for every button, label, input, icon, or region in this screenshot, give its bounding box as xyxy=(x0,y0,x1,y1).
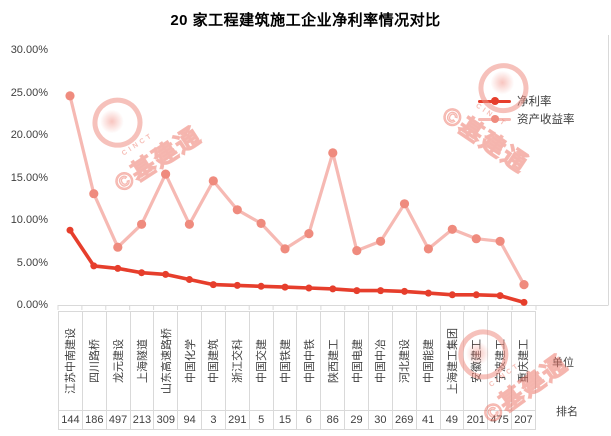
company-name-cell: 中国电建 xyxy=(345,312,369,410)
y-axis-tick: 5.00% xyxy=(16,256,48,269)
company-name-cell: 中国交建 xyxy=(250,312,274,410)
rank-row-label: 排名 xyxy=(556,406,578,418)
chart-title: 20 家工程建筑施工企业净利率情况对比 xyxy=(170,12,441,29)
net-margin-marker-icon xyxy=(490,97,499,105)
company-name-cell: 四川路桥 xyxy=(83,312,107,410)
rank-cell: 475 xyxy=(488,411,513,429)
roa-marker-icon xyxy=(490,115,499,123)
rank-cell: 41 xyxy=(417,411,441,429)
legend-label: 净利率 xyxy=(517,96,552,108)
y-axis-tick: 30.00% xyxy=(10,44,48,56)
net-margin-line-swatch xyxy=(478,97,511,105)
company-name-cell: 中国化学 xyxy=(178,312,203,410)
rank-cell: 29 xyxy=(345,411,369,429)
company-name-cell: 河北建设 xyxy=(393,312,417,410)
rank-cell: 207 xyxy=(512,411,536,429)
rank-cell: 144 xyxy=(58,411,83,429)
company-name-cell: 宁波建工 xyxy=(488,312,513,410)
rank-cell: 49 xyxy=(441,411,465,429)
rank-cell: 213 xyxy=(131,411,155,429)
company-name-cell: 中国能建 xyxy=(417,312,441,410)
company-name-cell: 中国铁建 xyxy=(274,312,298,410)
company-name-cell: 重庆建工 xyxy=(512,312,536,410)
company-name-cell: 陕西建工 xyxy=(321,312,346,410)
rank-cell: 186 xyxy=(83,411,107,429)
company-name-cell: 龙元建设 xyxy=(107,312,131,410)
rank-cell: 309 xyxy=(154,411,179,429)
legend: 净利率 资产收益率 xyxy=(478,92,575,128)
y-axis-tick: 10.00% xyxy=(10,214,48,226)
rank-cell: 5 xyxy=(250,411,274,429)
company-name-cell: 中国中冶 xyxy=(369,312,393,410)
company-name-cell: 上海建工集团 xyxy=(441,312,465,410)
rank-cell: 201 xyxy=(464,411,489,429)
rank-cell: 94 xyxy=(178,411,203,429)
y-axis-tick: 0.00% xyxy=(16,299,48,311)
category-table: 江苏中南建设 四川路桥 龙元建设 上海隧道 山东高速路桥 中国化学 中国建筑 浙江交科 中国交建… xyxy=(58,311,536,430)
company-name-cell: 上海隧道 xyxy=(131,312,155,410)
rank-cell: 3 xyxy=(202,411,226,429)
rank-cell: 497 xyxy=(107,411,131,429)
company-name-cell: 山东高速路桥 xyxy=(154,312,179,410)
rank-cell: 15 xyxy=(274,411,298,429)
legend-label: 资产收益率 xyxy=(517,114,575,126)
rank-cell: 86 xyxy=(321,411,346,429)
company-names-row: 江苏中南建设 四川路桥 龙元建设 上海隧道 山东高速路桥 中国化学 中国建筑 浙江交科 中国交建… xyxy=(58,311,536,410)
legend-item-net-margin: 净利率 xyxy=(478,92,575,110)
y-axis-tick: 15.00% xyxy=(10,171,48,184)
company-name-cell: 浙江交科 xyxy=(226,312,250,410)
roa-line-swatch xyxy=(478,115,511,123)
company-name-cell: 江苏中南建设 xyxy=(58,312,83,410)
rank-cell: 30 xyxy=(369,411,393,429)
company-name-cell: 中国中铁 xyxy=(297,312,322,410)
company-name-cell: 安徽建工 xyxy=(464,312,489,410)
rank-cell: 291 xyxy=(226,411,250,429)
legend-item-roa: 资产收益率 xyxy=(478,110,575,128)
y-axis-tick: 20.00% xyxy=(10,129,48,141)
ranks-row: 144 186 497 213 309 94 3 291 5 15 6 86 29 30 269 41 49 20… xyxy=(58,410,536,430)
rank-cell: 6 xyxy=(297,411,322,429)
y-axis-tick: 25.00% xyxy=(10,86,48,99)
rank-cell: 269 xyxy=(393,411,417,429)
company-name-cell: 中国建筑 xyxy=(202,312,226,410)
unit-row-label: 单位 xyxy=(552,357,574,369)
